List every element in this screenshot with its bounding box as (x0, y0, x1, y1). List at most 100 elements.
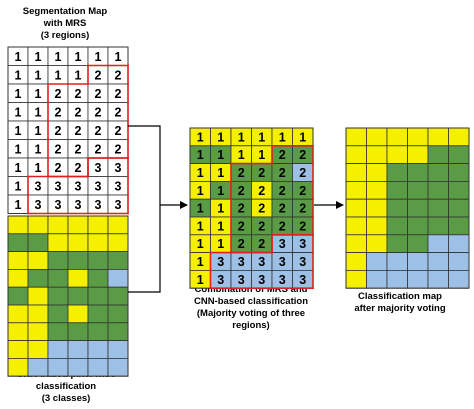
segmentation-map-cell-label: 2 (55, 161, 62, 175)
segmentation-map-cell-label: 1 (75, 68, 82, 82)
final-classification-cell (427, 163, 449, 182)
cnn-classification-cell (27, 340, 49, 359)
cnn-classification-cell (67, 286, 89, 306)
final-classification-cell (366, 198, 388, 218)
combination-cell-label: 2 (279, 202, 286, 216)
segmentation-map-cell-label: 1 (15, 198, 22, 212)
combination-cell-label: 1 (197, 130, 204, 144)
final-classification-cell (407, 163, 429, 182)
combination-cell-label: 1 (217, 184, 224, 198)
combination-cell-label: 3 (279, 237, 286, 251)
segmentation-caption-line: (3 regions) (41, 30, 90, 41)
segmentation-map-cell-label: 2 (75, 161, 82, 175)
combination-cell-label: 3 (217, 255, 224, 269)
segmentation-map-cell-label: 1 (35, 87, 42, 101)
combination-cell-label: 1 (258, 148, 265, 162)
segmentation-map-cell-label: 2 (75, 105, 82, 119)
combination-caption: Combination of MRS and CNN-based classif… (194, 284, 308, 331)
final-caption-line: Classification map (358, 291, 442, 302)
cnn-classification-cell (107, 251, 129, 270)
cnn-classification-cell (7, 322, 29, 341)
final-classification-cell (448, 269, 470, 289)
segmentation-map-cell-label: 1 (35, 68, 42, 82)
final-classification-cell (407, 269, 429, 289)
cnn-classification-cell (7, 268, 29, 288)
cnn-classification-cell (107, 286, 129, 306)
final-classification-cell (427, 269, 449, 289)
segmentation-map-cell-label: 3 (75, 179, 82, 193)
segmentation-map-cell-label: 3 (95, 179, 102, 193)
final-classification-cell (366, 180, 388, 200)
final-classification-cell (366, 163, 388, 182)
combination-cell-label: 3 (279, 255, 286, 269)
final-classification-cell (366, 269, 388, 289)
segmentation-map-cell-label: 2 (95, 142, 102, 156)
combination-cell-label: 1 (238, 148, 245, 162)
cnn-classification-cell (67, 268, 89, 288)
cnn-classification-cell (27, 322, 49, 341)
final-classification-grid (345, 127, 470, 289)
cnn-classification-cell (27, 251, 49, 270)
segmentation-map-cell-label: 2 (55, 142, 62, 156)
combination-cell-label: 2 (258, 202, 265, 216)
final-classification-cell (345, 252, 367, 271)
final-classification-cell (345, 234, 367, 254)
segmentation-map-cell-label: 1 (15, 179, 22, 193)
cnn-classification-cell (67, 357, 89, 377)
segmentation-map-cell-label: 1 (15, 161, 22, 175)
combination-cell-label: 2 (279, 148, 286, 162)
combination-cell-label: 1 (217, 237, 224, 251)
segmentation-caption: Segmentation Map with MRS (3 regions) (23, 6, 108, 41)
combination-cell-label: 2 (258, 184, 265, 198)
combination-cell-label: 2 (299, 184, 306, 198)
segmentation-map-cell-label: 2 (55, 105, 62, 119)
segmentation-map-cell-label: 1 (15, 124, 22, 138)
final-classification-cell (345, 216, 367, 236)
cnn-classification-cell (87, 304, 109, 324)
combination-cell-label: 1 (217, 219, 224, 233)
combination-cell-label: 3 (279, 273, 286, 287)
combination-caption-line: regions) (232, 320, 269, 331)
combination-cell-label: 2 (279, 184, 286, 198)
segmentation-map-cell-label: 2 (75, 124, 82, 138)
combination-cell-label: 2 (279, 219, 286, 233)
cnn-classification-cell (27, 357, 49, 377)
combination-cell-label: 1 (197, 237, 204, 251)
combination-cell-label: 3 (238, 255, 245, 269)
final-classification-cell (386, 145, 408, 165)
final-classification-cell (448, 216, 470, 236)
segmentation-map-cell-label: 2 (115, 124, 122, 138)
combination-caption-line: (Majority voting of three (197, 308, 305, 319)
cnn-classification-cell (7, 304, 29, 324)
final-classification-cell (386, 198, 408, 218)
cnn-classification-cell (47, 340, 69, 359)
segmentation-map-cell-label: 2 (115, 105, 122, 119)
combination-cell-label: 3 (258, 255, 265, 269)
cnn-classification-cell (27, 233, 49, 253)
cnn-classification-cell (7, 251, 29, 270)
combination-cell-label: 2 (238, 202, 245, 216)
final-classification-cell (366, 145, 388, 165)
cnn-classification-cell (7, 340, 29, 359)
combination-cell-label: 2 (299, 202, 306, 216)
segmentation-map-cell-label: 1 (15, 105, 22, 119)
segmentation-map-cell-label: 1 (75, 50, 82, 64)
final-classification-cell (407, 127, 429, 147)
final-classification-cell (386, 234, 408, 254)
combination-cell-label: 1 (258, 130, 265, 144)
cnn-classification-cell (107, 357, 129, 377)
cnn-classification-cell (27, 304, 49, 324)
segmentation-map-cell-label: 3 (35, 179, 42, 193)
combination-grid: 1 1 1 1 1 11 1 1 1 2 21 1 2 2 2 21 1 2 2 2 21 1 2 2 2 21 1 2 2 2 21 1 2 2… (189, 127, 314, 290)
final-classification-cell (427, 198, 449, 218)
segmentation-caption-line: Segmentation Map (23, 6, 108, 17)
combination-cell-label: 1 (217, 130, 224, 144)
combination-cell-label: 2 (258, 237, 265, 251)
final-classification-cell (448, 127, 470, 147)
cnn-classification-cell (87, 357, 109, 377)
final-classification-cell (366, 216, 388, 236)
final-classification-cell (386, 269, 408, 289)
final-classification-cell (386, 216, 408, 236)
cnn-classification-cell (47, 322, 69, 341)
segmentation-caption-line: with MRS (43, 18, 87, 29)
